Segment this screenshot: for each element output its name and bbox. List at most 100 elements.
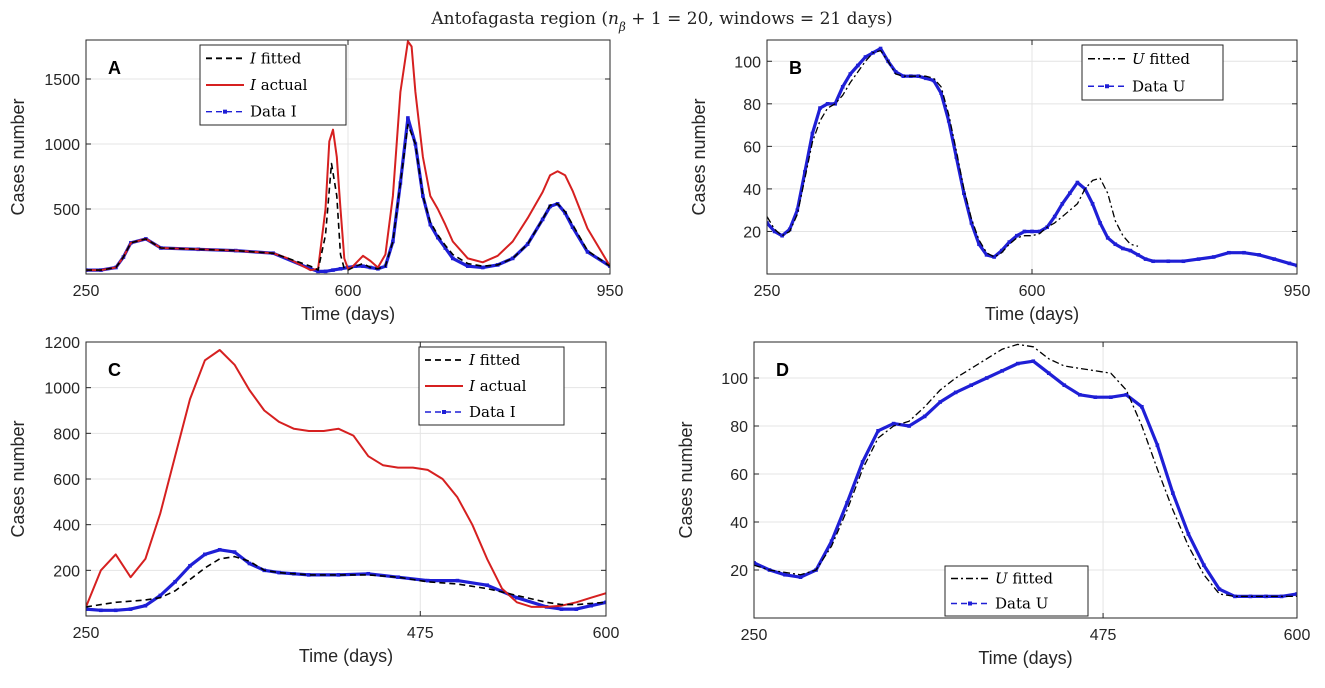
- series-data-i-point: [203, 552, 207, 557]
- series-data-i-point: [585, 250, 590, 254]
- legend: U fitted Data U: [944, 565, 1089, 617]
- series-data-u-point: [1015, 233, 1019, 238]
- series-data-i-point: [396, 575, 400, 579]
- series-data-i-point: [232, 550, 237, 554]
- series-data-u-point: [1155, 443, 1160, 447]
- series-data-u-point: [1171, 491, 1175, 495]
- ticks: 250 475 600 20 40 60 80 100: [721, 342, 1310, 644]
- legend-label: I fitted: [249, 49, 302, 67]
- series-data-i-point: [574, 607, 579, 611]
- y-tick-label: 100: [734, 54, 761, 71]
- ticks: 250 600 950 20 40 60 80 100: [734, 40, 1310, 300]
- x-tick-label: 950: [1284, 283, 1311, 300]
- series-data-u-point: [1227, 250, 1231, 255]
- series-data-u-point: [787, 227, 792, 232]
- legend: I fitted I actual Data I: [199, 44, 347, 126]
- y-tick-label: 400: [53, 518, 80, 535]
- series-data-i-point: [559, 607, 564, 611]
- series-data-i-point: [173, 579, 177, 584]
- legend-label: Data I: [469, 403, 516, 421]
- legend: I fitted I actual Data I: [418, 346, 565, 426]
- y-tick-label: 1000: [44, 381, 80, 398]
- y-tick-label: 20: [743, 224, 761, 241]
- series-data-u-point: [1031, 359, 1036, 363]
- series-data-u-point: [1075, 180, 1080, 185]
- y-tick-label: 600: [53, 472, 80, 489]
- series-data-i-point: [589, 603, 593, 608]
- y-axis-label: Cases number: [689, 98, 709, 215]
- series-group: [754, 343, 1297, 599]
- panel-d: 250 475 600 20 40 60 80 100 Time (days) Cases num…: [676, 341, 1310, 668]
- series-data-u-point: [1015, 361, 1020, 366]
- legend-marker: [968, 601, 972, 606]
- series-data-u-point: [840, 85, 845, 89]
- y-tick-label: 100: [721, 371, 748, 388]
- series-data-i-point: [308, 267, 313, 271]
- series-data-i-point: [525, 242, 530, 246]
- y-tick-label: 20: [730, 563, 748, 580]
- legend-marker: [1105, 84, 1109, 89]
- legend-label: I actual: [468, 377, 527, 395]
- series-data-u-point: [953, 390, 958, 395]
- series-data-u-point: [916, 74, 921, 78]
- y-tick-label: 60: [743, 139, 761, 156]
- legend-marker: [223, 109, 227, 114]
- series-data-u-line: [754, 359, 1297, 599]
- series-data-u-point: [810, 131, 815, 136]
- y-tick-label: 1500: [44, 72, 80, 89]
- y-tick-label: 60: [730, 467, 748, 484]
- ticks: 250 600 950 500 1000 1500: [44, 40, 623, 300]
- series-data-i-point: [128, 607, 133, 611]
- series-data-u-point: [939, 91, 943, 95]
- series-data-i-point: [338, 267, 343, 271]
- series-data-i-point: [428, 222, 433, 227]
- series-data-u-point: [772, 229, 777, 234]
- series-data-u-point: [924, 76, 928, 81]
- x-axis-label: Time (days): [299, 646, 393, 666]
- series-data-u-point: [891, 421, 896, 426]
- series-data-u-point: [992, 255, 996, 259]
- series-data-u-point: [901, 74, 906, 78]
- series-data-u-point: [783, 573, 787, 577]
- panel-letter: A: [108, 58, 121, 78]
- series-u-fitted-line: [767, 49, 1139, 258]
- series-group: [767, 46, 1297, 268]
- series-data-u-point: [1046, 371, 1051, 375]
- series-data-u-point: [984, 376, 989, 380]
- series-data-u-point: [754, 561, 756, 565]
- series-data-u-point: [931, 78, 936, 83]
- series-data-u-point: [1295, 263, 1297, 268]
- series-data-u-point: [962, 191, 966, 195]
- series-group: [86, 349, 606, 613]
- series-data-i-point: [307, 573, 311, 577]
- series-data-u-point: [1078, 393, 1082, 397]
- series-data-i-point: [570, 225, 575, 229]
- x-tick-label: 475: [1090, 627, 1117, 644]
- series-data-u-point: [1007, 240, 1012, 244]
- series-data-i-point: [277, 570, 281, 575]
- y-tick-label: 80: [730, 419, 748, 436]
- series-data-u-point: [1052, 214, 1057, 219]
- series-data-i-point: [455, 578, 460, 583]
- legend-label: Data U: [1132, 77, 1185, 95]
- series-data-u-point: [1128, 248, 1133, 253]
- legend-label: U fitted: [995, 570, 1053, 588]
- x-axis-label: Time (days): [978, 648, 1072, 668]
- series-data-i-point: [336, 573, 341, 577]
- series-data-u-point: [1217, 587, 1222, 591]
- series-data-u-point: [1181, 259, 1186, 264]
- legend-label: Data U: [995, 595, 1048, 613]
- series-data-u-point: [818, 106, 822, 110]
- series-data-i-point: [217, 547, 222, 552]
- y-tick-label: 80: [743, 97, 761, 114]
- series-data-i-point: [443, 246, 448, 250]
- legend-label: Data I: [250, 103, 297, 121]
- y-tick-label: 800: [53, 426, 80, 443]
- x-tick-label: 250: [741, 627, 768, 644]
- y-axis-label: Cases number: [8, 420, 28, 537]
- series-data-u-point: [1186, 532, 1191, 536]
- panel-c: 250 475 600 200 400 600 800 1000 1200 Time (days)…: [8, 335, 619, 666]
- series-data-u-point: [1109, 395, 1113, 399]
- series-data-u-point: [1037, 229, 1042, 234]
